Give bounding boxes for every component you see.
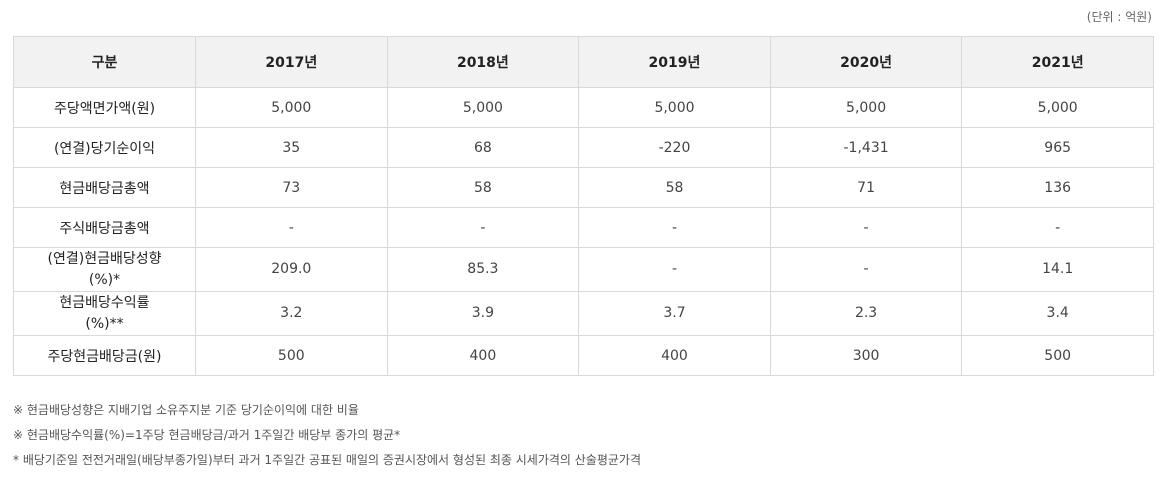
- column-header-2019: 2019년: [578, 36, 771, 88]
- table-cell: 85.3: [386, 247, 580, 292]
- table-cell: 14.1: [961, 247, 1154, 292]
- table-cell: 965: [961, 127, 1154, 168]
- table-cell: 5,000: [386, 87, 580, 128]
- table-cell: 300: [769, 335, 963, 376]
- column-header-2017: 2017년: [195, 36, 388, 88]
- table-cell: -: [961, 207, 1154, 248]
- column-header-2021: 2021년: [961, 36, 1154, 88]
- table-cell: -: [769, 207, 963, 248]
- table-row: 주식배당금총액 - - - - -: [13, 207, 1154, 248]
- footnotes: ※ 현금배당성향은 지배기업 소유주지분 기준 당기순이익에 대한 비율 ※ 현…: [13, 400, 641, 475]
- table-cell: 136: [961, 167, 1154, 208]
- table-cell: -220: [578, 127, 771, 168]
- column-header-2018: 2018년: [386, 36, 580, 88]
- table-row: 현금배당금총액 73 58 58 71 136: [13, 167, 1154, 208]
- column-header-2020: 2020년: [769, 36, 963, 88]
- row-label: 현금배당수익률 (%)**: [13, 291, 196, 336]
- table-cell: 3.9: [386, 291, 580, 336]
- row-label-line: 현금배당수익률: [59, 294, 150, 311]
- table-cell: 5,000: [769, 87, 963, 128]
- table-cell: 35: [195, 127, 388, 168]
- row-label: 주당현금배당금(원): [13, 335, 196, 376]
- unit-note: (단위 : 억원): [1086, 10, 1152, 24]
- table-row: 현금배당수익률 (%)** 3.2 3.9 3.7 2.3 3.4: [13, 291, 1154, 336]
- footnote: * 배당기준일 전전거래일(배당부종가일)부터 과거 1주일간 공표된 매일의 …: [13, 453, 642, 467]
- table-cell: 500: [195, 335, 388, 376]
- table-cell: 68: [386, 127, 580, 168]
- row-label-line: (%)**: [85, 315, 124, 332]
- table-header-row: 구분 2017년 2018년 2019년 2020년 2021년: [13, 36, 1154, 88]
- table-row: 주당액면가액(원) 5,000 5,000 5,000 5,000 5,000: [13, 87, 1154, 128]
- table-cell: -: [578, 207, 771, 248]
- table-cell: 58: [386, 167, 580, 208]
- table-cell: 5,000: [195, 87, 388, 128]
- table-cell: 2.3: [769, 291, 963, 336]
- row-label: 주식배당금총액: [13, 207, 196, 248]
- table-cell: -: [769, 247, 963, 292]
- row-label: 현금배당금총액: [13, 167, 196, 208]
- table-row: (연결)당기순이익 35 68 -220 -1,431 965: [13, 127, 1154, 168]
- table-cell: -: [578, 247, 771, 292]
- table-row: (연결)현금배당성향 (%)* 209.0 85.3 - - 14.1: [13, 247, 1154, 292]
- footnote: ※ 현금배당성향은 지배기업 소유주지분 기준 당기순이익에 대한 비율: [13, 403, 359, 417]
- table-cell: 400: [386, 335, 580, 376]
- column-header-category: 구분: [13, 36, 196, 88]
- dividend-table: 구분 2017년 2018년 2019년 2020년 2021년 주당액면가액(…: [13, 36, 1154, 376]
- table-cell: 400: [578, 335, 771, 376]
- table-cell: -: [195, 207, 388, 248]
- table-cell: 3.2: [195, 291, 388, 336]
- row-label: 주당액면가액(원): [13, 87, 196, 128]
- table-cell: 3.4: [961, 291, 1154, 336]
- table-cell: 209.0: [195, 247, 388, 292]
- row-label: (연결)당기순이익: [13, 127, 196, 168]
- row-label-line: (%)*: [88, 271, 121, 288]
- table-cell: -1,431: [769, 127, 963, 168]
- table-cell: 500: [961, 335, 1154, 376]
- row-label: (연결)현금배당성향 (%)*: [13, 247, 196, 292]
- table-cell: 58: [578, 167, 771, 208]
- table-cell: 5,000: [578, 87, 771, 128]
- table-cell: -: [386, 207, 580, 248]
- table-cell: 3.7: [578, 291, 771, 336]
- footnote: ※ 현금배당수익률(%)=1주당 현금배당금/과거 1주일간 배당부 종가의 평…: [13, 428, 401, 442]
- table-cell: 5,000: [961, 87, 1154, 128]
- table-cell: 71: [769, 167, 963, 208]
- table-row: 주당현금배당금(원) 500 400 400 300 500: [13, 335, 1154, 376]
- row-label-line: (연결)현금배당성향: [47, 250, 162, 267]
- table-cell: 73: [195, 167, 388, 208]
